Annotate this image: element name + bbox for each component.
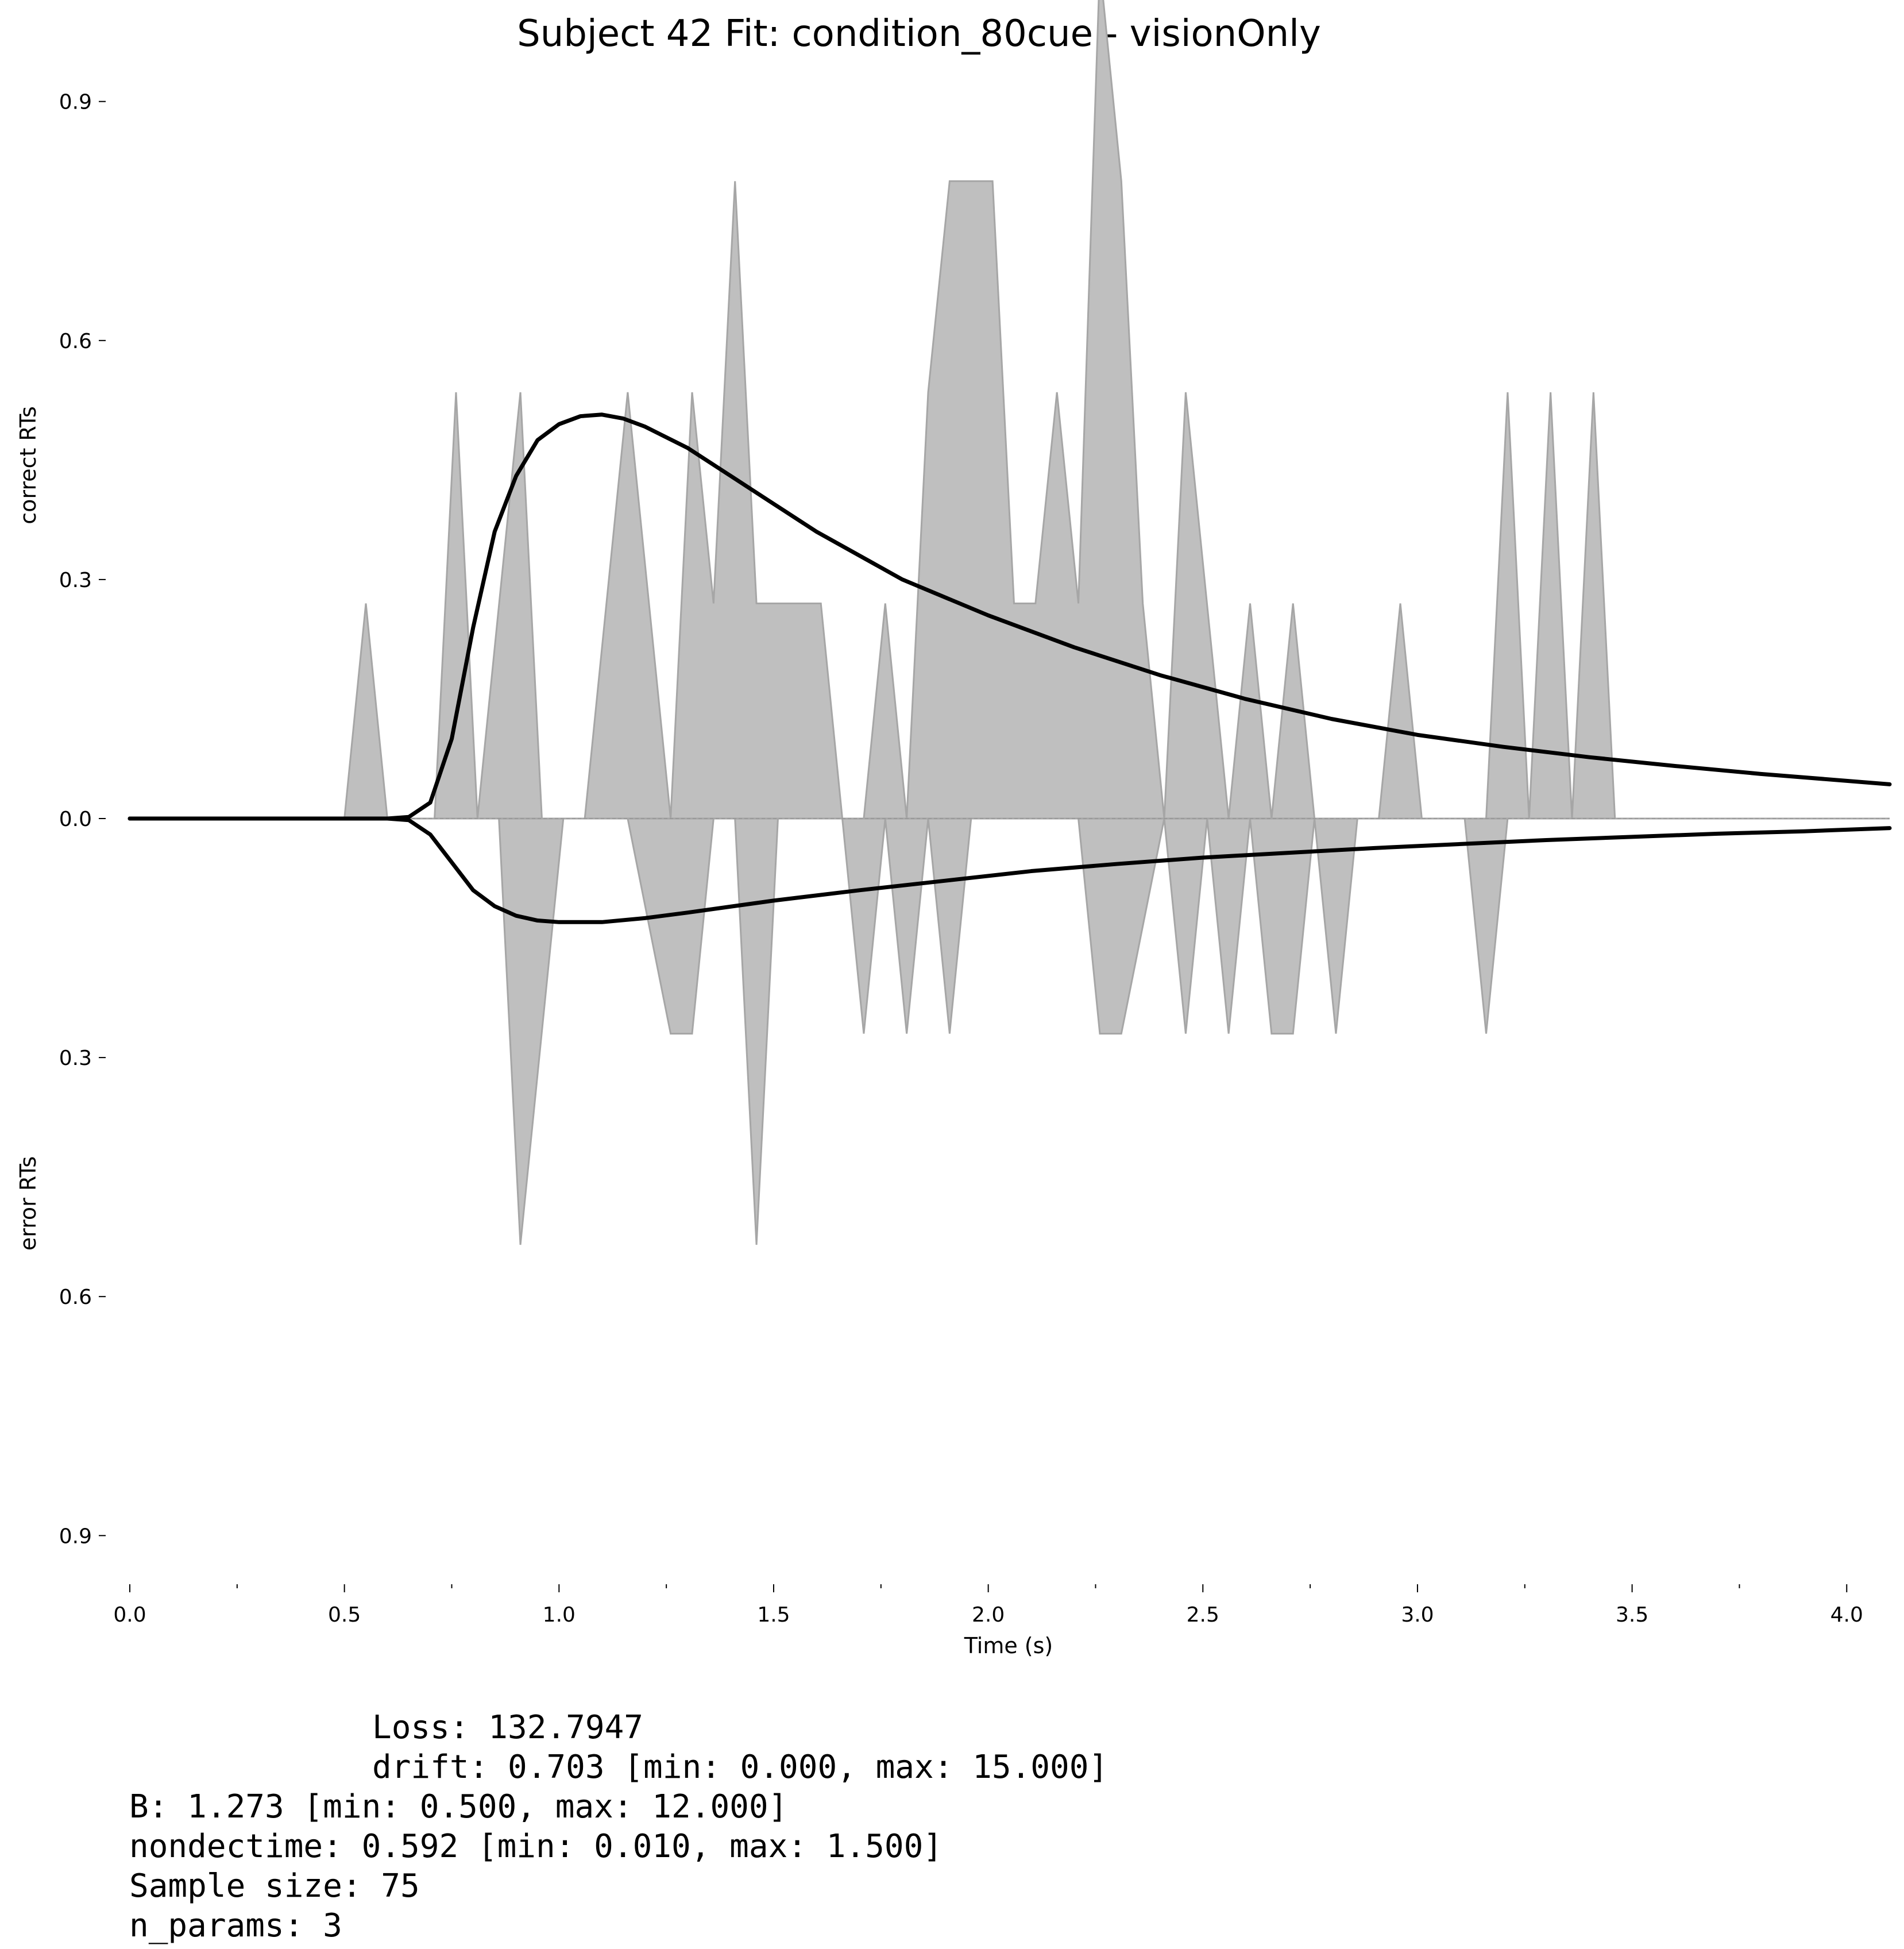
x-tick-label: 1.5: [757, 1603, 790, 1627]
x-tick-label: 2.0: [972, 1603, 1005, 1627]
fit-summary: Loss: 132.7947 drift: 0.703 [min: 0.000,…: [129, 1709, 1108, 1944]
fit-nondectime: nondectime: 0.592 [min: 0.010, max: 1.50…: [129, 1828, 943, 1865]
x-tick-label: 3.5: [1616, 1603, 1648, 1627]
x-axis-ticks: 0.0 0.5 1.0 1.5 2.0 2.5 3.0 3.5 4.0: [113, 1584, 1863, 1627]
y-axis-label-error: error RTs: [16, 1156, 41, 1251]
fit-sample-size: Sample size: 75: [129, 1867, 420, 1905]
y-tick-label: 0.6: [59, 330, 92, 353]
fit-loss: Loss: 132.7947: [372, 1709, 643, 1746]
y-axis-label-correct: correct RTs: [16, 406, 41, 524]
y-tick-label: 0.0: [59, 808, 92, 831]
y-tick-label: 0.3: [59, 1047, 92, 1070]
x-tick-label: 3.0: [1401, 1603, 1434, 1627]
y-tick-label: 0.6: [59, 1286, 92, 1309]
x-tick-label: 4.0: [1830, 1603, 1863, 1627]
y-tick-label: 0.3: [59, 569, 92, 592]
x-tick-label: 2.5: [1187, 1603, 1219, 1627]
y-axis-ticks: 0.9 0.6 0.3 0.0 0.3 0.6 0.9: [59, 91, 106, 1548]
fit-drift: drift: 0.703 [min: 0.000, max: 15.000]: [372, 1749, 1108, 1786]
histogram-area-correct: [130, 0, 1890, 820]
plot-area: [128, 0, 1892, 1245]
x-tick-label: 0.5: [328, 1603, 361, 1627]
y-tick-label: 0.9: [59, 91, 92, 114]
y-tick-label: 0.9: [59, 1525, 92, 1548]
chart-title: Subject 42 Fit: condition_80cue - vision…: [517, 13, 1321, 55]
fit-n-params: n_params: 3: [129, 1907, 342, 1944]
model-curve-correct: [128, 412, 1892, 821]
x-tick-label: 1.0: [543, 1603, 576, 1627]
model-curve-error: [128, 816, 1892, 924]
x-axis-label: Time (s): [964, 1633, 1053, 1658]
histogram-area-error: [130, 817, 1890, 1245]
x-tick-label: 0.0: [113, 1603, 146, 1627]
model-fit-curves: [128, 412, 1892, 924]
fit-bound: B: 1.273 [min: 0.500, max: 12.000]: [129, 1788, 787, 1826]
